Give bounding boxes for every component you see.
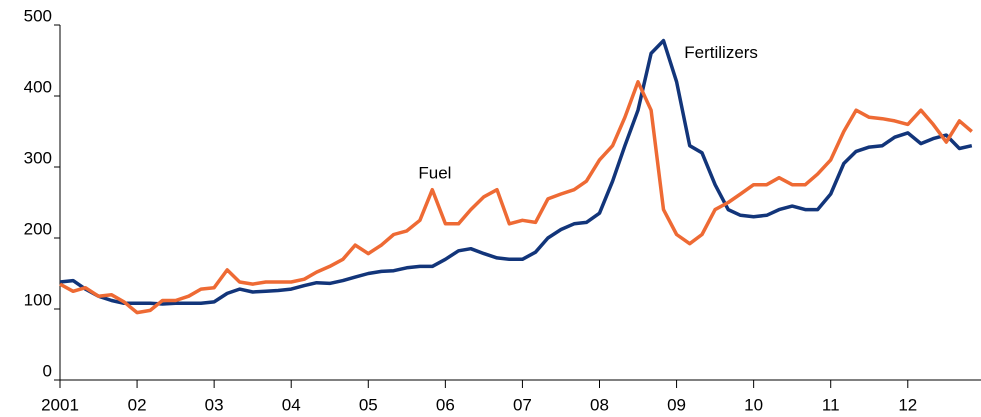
series-label: Fertilizers [684,43,758,62]
x-tick-label: 07 [513,395,532,414]
x-tick-label: 04 [282,395,301,414]
line-series [59,80,973,315]
x-tick-label: 12 [898,395,917,414]
x-tick-label: 06 [436,395,455,414]
x-tick-label: 03 [205,395,224,414]
y-tick-label: 0 [43,361,52,380]
x-tick-label: 08 [590,395,609,414]
y-tick-label: 200 [24,219,52,238]
x-tick-label: 2001 [41,395,79,414]
y-tick-label: 300 [24,148,52,167]
x-tick-label: 02 [128,395,147,414]
y-tick-label: 500 [24,6,52,25]
x-tick-label: 10 [744,395,763,414]
series-label: Fuel [418,164,451,183]
y-tick-label: 400 [24,77,52,96]
x-tick-label: 05 [359,395,378,414]
x-tick-label: 11 [822,395,840,414]
y-tick-label: 100 [24,290,52,309]
x-tick-label: 09 [667,395,686,414]
line-series [59,38,973,306]
